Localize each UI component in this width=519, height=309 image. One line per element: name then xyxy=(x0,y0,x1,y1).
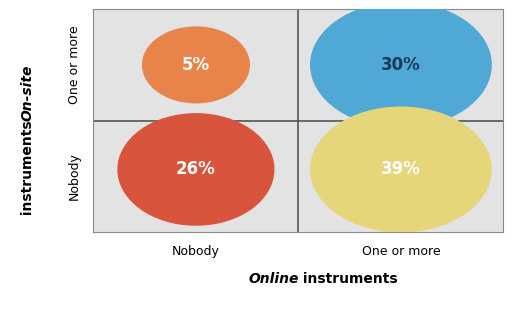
Ellipse shape xyxy=(118,114,274,225)
Text: One or more: One or more xyxy=(68,26,81,104)
Text: One or more: One or more xyxy=(362,245,440,258)
Text: 5%: 5% xyxy=(182,56,210,74)
Ellipse shape xyxy=(311,2,491,127)
Text: Nobody: Nobody xyxy=(68,152,81,200)
Text: instruments: instruments xyxy=(21,121,35,220)
Text: On-site: On-site xyxy=(21,64,35,121)
Text: Nobody: Nobody xyxy=(172,245,220,258)
Text: instruments: instruments xyxy=(298,272,398,286)
Text: Online: Online xyxy=(248,272,298,286)
Ellipse shape xyxy=(311,107,491,232)
Text: 39%: 39% xyxy=(381,160,421,179)
Ellipse shape xyxy=(143,27,249,103)
Text: 26%: 26% xyxy=(176,160,216,179)
Text: 30%: 30% xyxy=(381,56,421,74)
